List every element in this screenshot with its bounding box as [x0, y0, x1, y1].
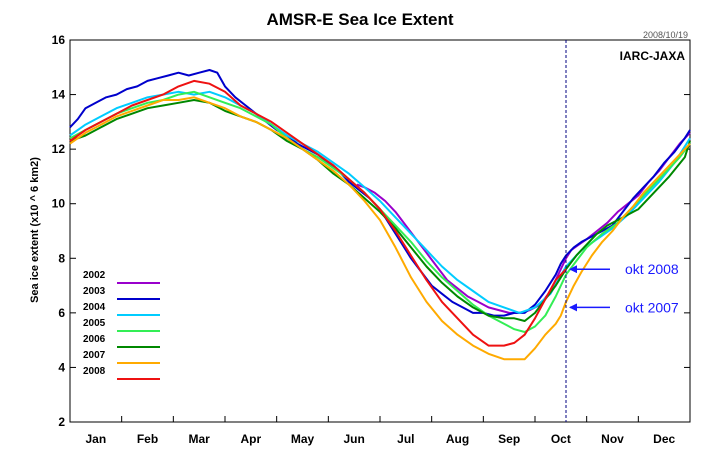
x-tick-label: Oct [551, 432, 571, 446]
x-tick-label: Aug [446, 432, 469, 446]
series-line-2005 [69, 90, 691, 333]
y-axis-label: Sea ice extent (x10 ^ 6 km2) [29, 157, 41, 303]
legend-label-2003: 2003 [83, 286, 106, 297]
x-tick-label: Jul [397, 432, 414, 446]
series-line-2002 [356, 132, 691, 314]
series-line-2004 [69, 90, 691, 314]
annotations: okt 2008 okt 2007 [569, 261, 679, 315]
x-axis: Jan Feb Mar Apr May Jun Jul Aug Sep Oct Nov Dec [69, 416, 675, 446]
x-tick-label: Dec [653, 432, 675, 446]
series-line-2006 [69, 99, 691, 322]
y-tick-label: 16 [52, 33, 66, 47]
y-tick-label: 6 [58, 306, 65, 320]
y-tick-label: 2 [58, 415, 65, 429]
legend-label-2002: 2002 [83, 270, 106, 281]
legend-label-2004: 2004 [83, 302, 106, 313]
legend-label-2006: 2006 [83, 334, 106, 345]
date-stamp: 2008/10/19 [643, 30, 688, 40]
x-tick-label: Feb [137, 432, 158, 446]
x-tick-label: Mar [188, 432, 210, 446]
chart-title: AMSR-E Sea Ice Extent [266, 10, 453, 29]
legend-label-2005: 2005 [83, 318, 106, 329]
x-tick-label: Nov [601, 432, 624, 446]
y-tick-label: 4 [58, 360, 65, 374]
legend-label-2008: 2008 [83, 366, 106, 377]
x-tick-label: May [291, 432, 315, 446]
series-lines [69, 69, 691, 361]
legend-label-2007: 2007 [83, 350, 106, 361]
y-axis: 2 4 6 8 10 12 14 16 [52, 33, 690, 429]
source-label: IARC-JAXA [620, 49, 686, 63]
y-tick-label: 10 [52, 197, 66, 211]
y-tick-label: 8 [58, 251, 65, 265]
x-tick-label: Apr [240, 432, 261, 446]
series-line-2007 [69, 96, 691, 361]
series-line-2003 [69, 69, 691, 317]
x-tick-label: Jun [343, 432, 364, 446]
y-tick-label: 14 [52, 88, 66, 102]
x-tick-label: Sep [498, 432, 520, 446]
series-line-2008 [69, 79, 567, 347]
y-tick-label: 12 [52, 142, 66, 156]
annotation-label: okt 2007 [625, 299, 679, 315]
legend: 2002 2003 2004 2005 2006 2007 2008 [83, 270, 160, 380]
annotation-label: okt 2008 [625, 261, 679, 277]
x-tick-label: Jan [85, 432, 106, 446]
